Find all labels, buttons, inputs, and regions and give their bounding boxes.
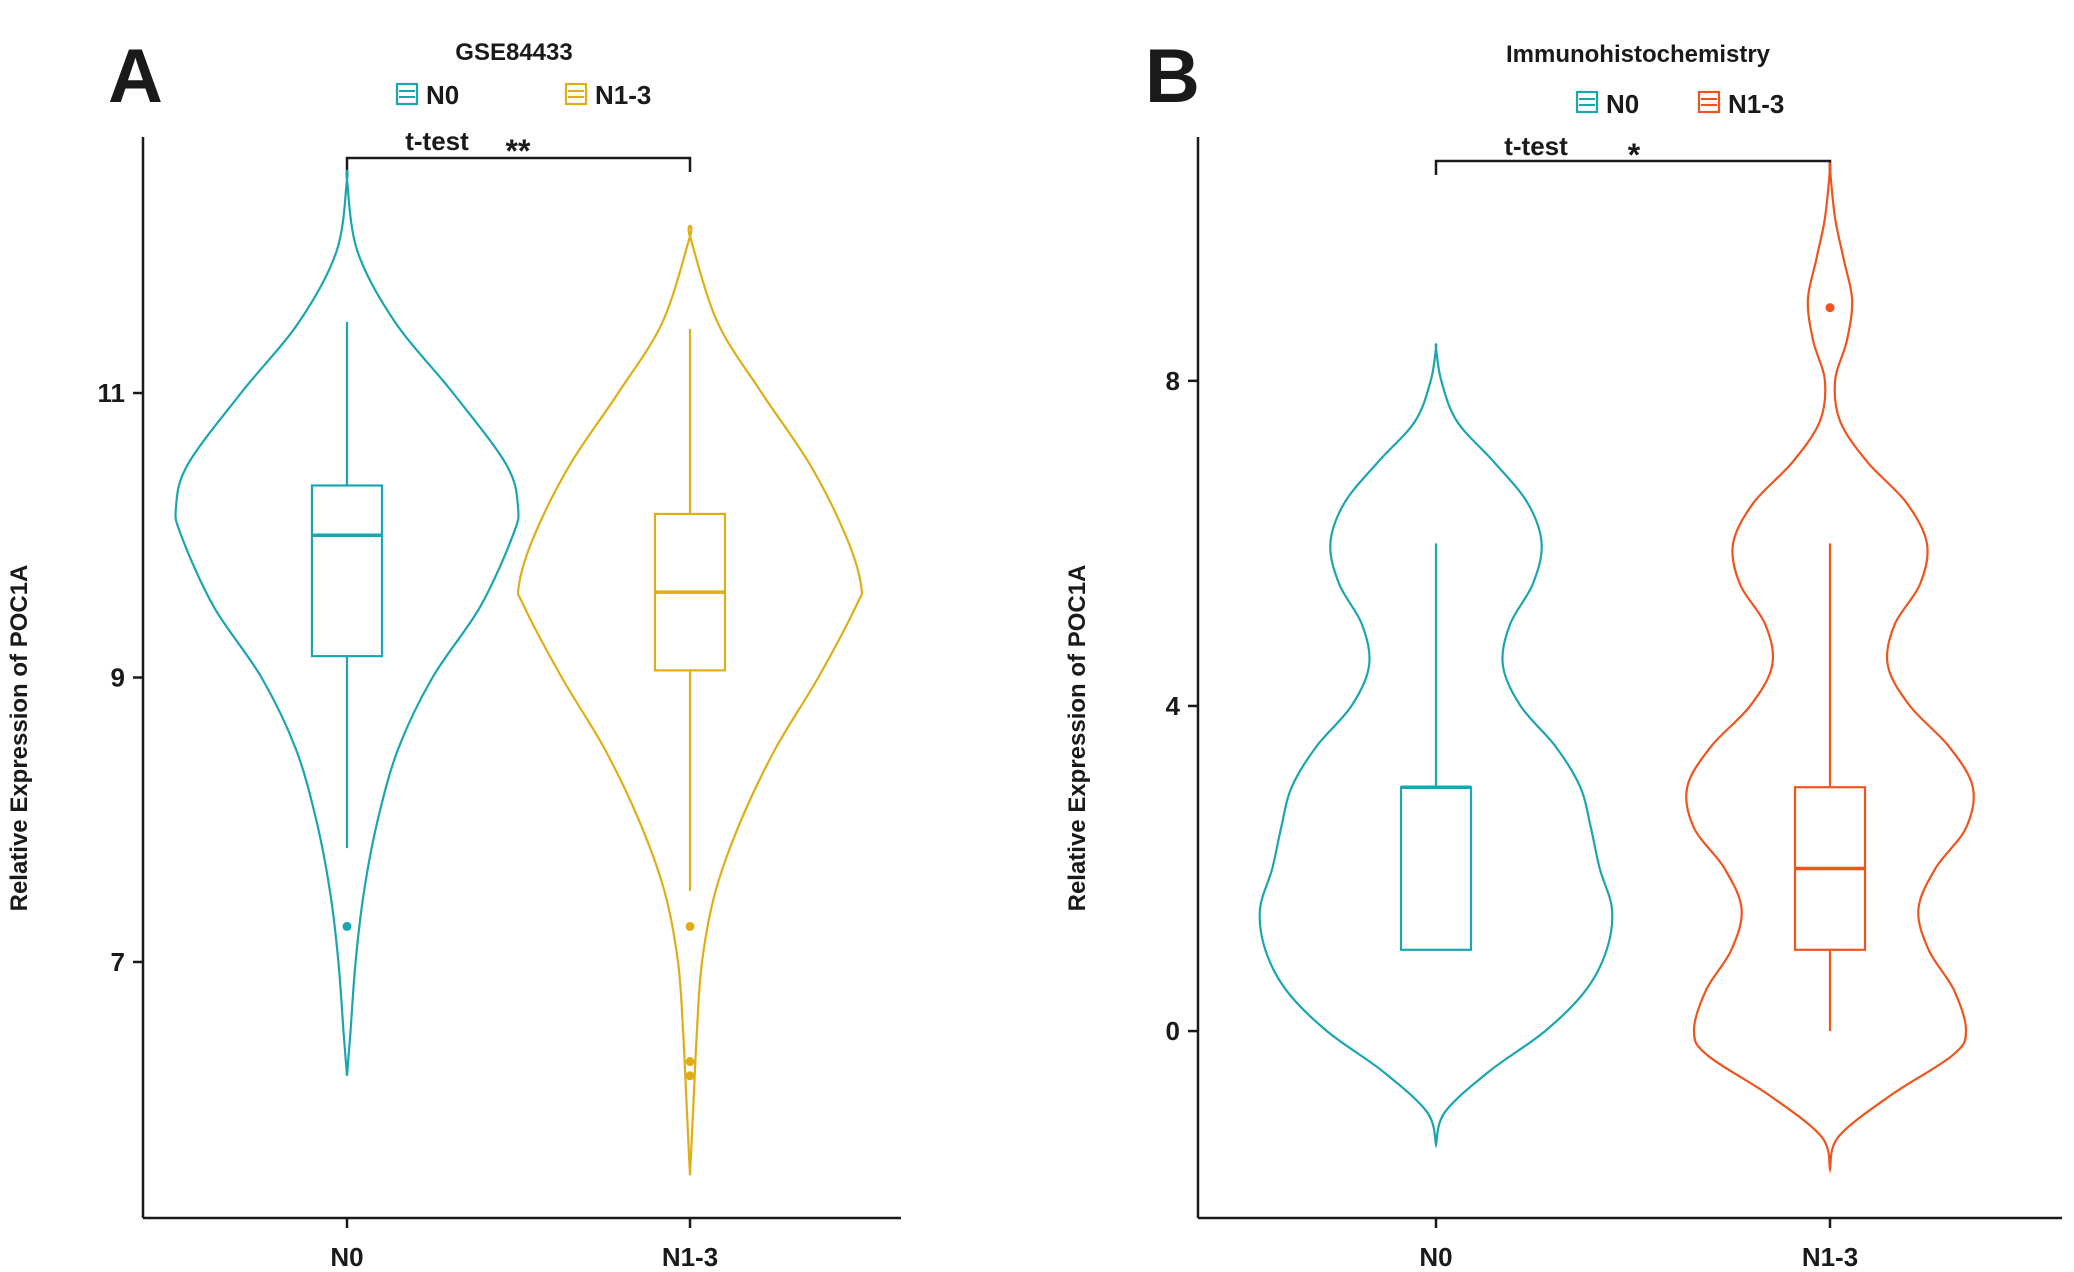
violin-n1-3 — [1685, 162, 1975, 1170]
x-tick-label: N0 — [1419, 1242, 1452, 1272]
y-tick-label: 4 — [1166, 691, 1181, 721]
y-tick-label: 8 — [1166, 366, 1180, 396]
y-tick-label: 7 — [111, 947, 125, 977]
panel-a-legend-item-n0: N0 — [395, 80, 459, 110]
violin-n0 — [174, 169, 520, 1076]
legend-label-n1-3: N1-3 — [1728, 89, 1784, 119]
panel-b-legend: N0 N1-3 — [1575, 89, 1784, 119]
panel-a: A GSE84433 N0 N1-3 t-test ** Relative Ex… — [6, 34, 901, 1272]
significance-stars: * — [1628, 137, 1641, 173]
x-tick-label: N1-3 — [662, 1242, 718, 1272]
panel-b: B Immunohistochemistry N0 N1-3 t-test * … — [1064, 34, 2062, 1272]
legend-swatch-n1-3 — [564, 82, 588, 106]
legend-label-n0: N0 — [426, 80, 459, 110]
y-tick-label: 9 — [111, 663, 125, 693]
x-tick-label: N1-3 — [1802, 1242, 1858, 1272]
panel-b-legend-item-n0: N0 — [1575, 89, 1639, 119]
legend-label-n1-3: N1-3 — [595, 80, 651, 110]
outlier-point — [342, 921, 352, 931]
box-n0 — [1399, 786, 1473, 951]
y-tick-label: 11 — [98, 378, 126, 408]
outlier-point — [1825, 303, 1835, 313]
panel-b-title: Immunohistochemistry — [1506, 41, 1771, 68]
panel-a-title: GSE84433 — [455, 39, 572, 66]
test-label: t-test — [405, 126, 469, 156]
legend-swatch-n1-3 — [1697, 90, 1721, 114]
y-axis-label: Relative Expression of POC1A — [6, 565, 33, 912]
panel-b-letter: B — [1145, 34, 1200, 119]
legend-swatch-n0 — [395, 82, 419, 106]
panel-a-legend: N0 N1-3 — [395, 80, 651, 110]
legend-swatch-n0 — [1575, 90, 1599, 114]
panel-a-significance: t-test ** — [345, 126, 692, 172]
y-tick-label: 0 — [1166, 1016, 1180, 1046]
panel-a-legend-item-n1-3: N1-3 — [564, 80, 651, 110]
violin-n0 — [1258, 343, 1614, 1149]
y-axis-label: Relative Expression of POC1A — [1064, 565, 1091, 912]
significance-bracket — [345, 156, 692, 172]
x-tick-label: N0 — [330, 1242, 363, 1272]
panel-b-plot-area: 0 4 8 N0 N1-3 — [1166, 162, 1975, 1272]
significance-stars: ** — [506, 133, 531, 169]
outlier-point — [685, 1071, 695, 1081]
outlier-point — [685, 1057, 695, 1067]
panel-b-significance: t-test * — [1434, 131, 1832, 175]
panel-b-legend-item-n1-3: N1-3 — [1697, 89, 1784, 119]
legend-label-n0: N0 — [1606, 89, 1639, 119]
violin-n1-3 — [516, 224, 864, 1176]
test-label: t-test — [1504, 131, 1568, 161]
box-n0 — [310, 484, 384, 658]
panel-a-plot-area: 7 9 11 N0 N1-3 — [98, 169, 864, 1272]
panel-a-letter: A — [108, 34, 163, 119]
outlier-point — [685, 921, 695, 931]
